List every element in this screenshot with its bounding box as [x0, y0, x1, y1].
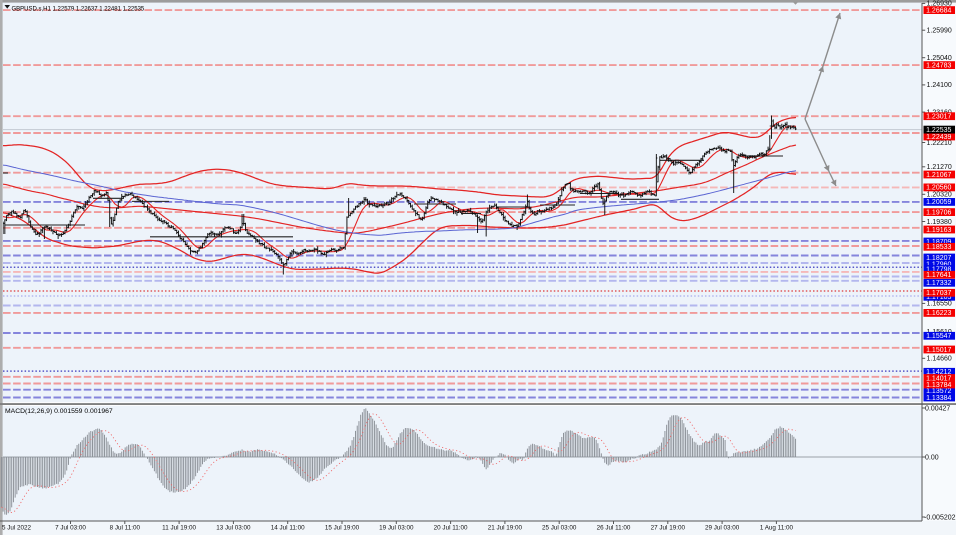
svg-text:5 Jul 2022: 5 Jul 2022	[2, 525, 32, 532]
svg-text:1.22439: 1.22439	[926, 134, 951, 141]
svg-text:1.18207: 1.18207	[926, 255, 951, 262]
svg-text:1.20320: 1.20320	[927, 192, 952, 199]
svg-text:MACD(12,26,9) 0.001559 0.00196: MACD(12,26,9) 0.001559 0.001967	[5, 408, 113, 415]
svg-text:1.16550: 1.16550	[927, 301, 952, 308]
svg-text:1.25990: 1.25990	[927, 28, 952, 35]
svg-text:1.17798: 1.17798	[926, 266, 951, 273]
svg-text:25 Jul 03:00: 25 Jul 03:00	[542, 525, 577, 532]
svg-text:1.18709: 1.18709	[926, 239, 951, 246]
svg-text:1.18533: 1.18533	[926, 244, 951, 251]
svg-text:19 Jul 03:00: 19 Jul 03:00	[379, 525, 414, 532]
svg-text:14 Jul 11:00: 14 Jul 11:00	[271, 525, 305, 532]
svg-text:7 Jul 03:00: 7 Jul 03:00	[55, 525, 86, 532]
svg-text:1.20059: 1.20059	[926, 199, 951, 206]
svg-text:13 Jul 03:00: 13 Jul 03:00	[216, 525, 251, 532]
svg-text:1.26930: 1.26930	[927, 1, 952, 8]
svg-text:1.17332: 1.17332	[926, 280, 951, 287]
svg-text:1.23017: 1.23017	[926, 114, 951, 121]
svg-text:1.16223: 1.16223	[926, 310, 951, 317]
svg-text:1.19706: 1.19706	[926, 209, 951, 216]
svg-text:1.24783: 1.24783	[926, 62, 951, 69]
svg-text:GBPUSD.s,H1 1.22579 1.22637 1: GBPUSD.s,H1 1.22579 1.22637 1.22481 1.22…	[12, 7, 145, 13]
svg-text:1.19163: 1.19163	[926, 227, 951, 234]
svg-text:1.19380: 1.19380	[927, 219, 952, 226]
svg-text:-0.005202: -0.005202	[924, 514, 956, 521]
svg-text:20 Jul 11:00: 20 Jul 11:00	[434, 525, 468, 532]
svg-text:1.15017: 1.15017	[926, 347, 951, 354]
svg-text:1.22535: 1.22535	[926, 127, 951, 134]
svg-text:26 Jul 11:00: 26 Jul 11:00	[597, 525, 631, 532]
svg-text:1 Aug 11:00: 1 Aug 11:00	[760, 525, 794, 532]
svg-text:8 Jul 11:00: 8 Jul 11:00	[110, 525, 141, 532]
svg-text:1.17960: 1.17960	[926, 261, 951, 268]
svg-text:1.13784: 1.13784	[926, 382, 951, 389]
svg-text:27 Jul 19:00: 27 Jul 19:00	[651, 525, 686, 532]
svg-text:1.13384: 1.13384	[926, 395, 951, 402]
svg-text:1.21067: 1.21067	[926, 172, 951, 179]
svg-text:15 Jul 19:00: 15 Jul 19:00	[325, 525, 360, 532]
svg-text:0.00427: 0.00427	[925, 405, 950, 412]
svg-text:1.20560: 1.20560	[926, 185, 951, 192]
svg-text:1.21270: 1.21270	[927, 164, 952, 171]
svg-text:1.14660: 1.14660	[927, 356, 952, 363]
svg-text:1.25040: 1.25040	[927, 55, 952, 62]
svg-text:1.14017: 1.14017	[926, 375, 951, 382]
svg-text:1.15547: 1.15547	[926, 333, 951, 340]
svg-text:29 Jul 03:00: 29 Jul 03:00	[705, 525, 740, 532]
svg-text:1.26684: 1.26684	[926, 7, 951, 14]
svg-text:21 Jul 19:00: 21 Jul 19:00	[488, 525, 523, 532]
svg-text:1.13572: 1.13572	[926, 388, 951, 395]
svg-text:1.22210: 1.22210	[927, 140, 952, 147]
svg-text:1.14212: 1.14212	[926, 369, 951, 376]
svg-text:0.00: 0.00	[925, 454, 939, 461]
svg-text:1.24100: 1.24100	[927, 82, 952, 89]
svg-text:11 Jul 19:00: 11 Jul 19:00	[162, 525, 196, 532]
svg-text:1.17641: 1.17641	[926, 272, 951, 279]
svg-text:1.17037: 1.17037	[926, 290, 951, 297]
svg-text:1.17105: 1.17105	[926, 294, 951, 301]
